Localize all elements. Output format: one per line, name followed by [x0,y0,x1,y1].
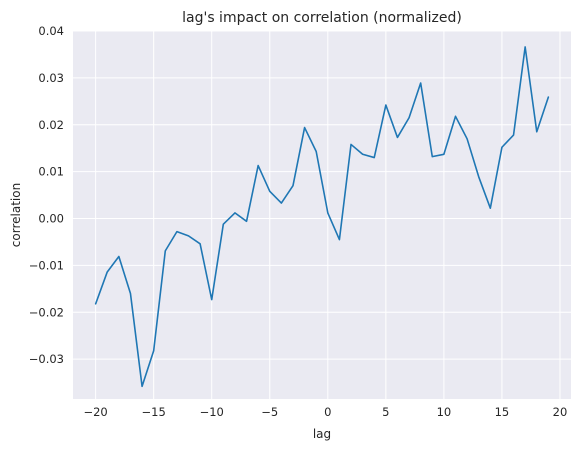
y-tick-label: 0.03 [38,71,64,85]
x-tick-label: 0 [324,405,331,419]
y-tick-label: 0.02 [38,118,64,132]
y-tick-label: 0.01 [38,165,64,179]
x-tick-label: −5 [261,405,278,419]
plot-background [73,31,571,399]
y-tick-label: 0.04 [38,24,64,38]
x-axis-ticks: −20 −15 −10 −5 0 5 10 15 20 [83,405,567,419]
x-tick-label: 5 [382,405,389,419]
x-tick-label: −10 [200,405,224,419]
y-tick-label: −0.02 [29,305,64,319]
y-tick-label: −0.03 [29,352,64,366]
y-tick-label: 0.00 [38,212,64,226]
grid-lines [73,30,571,399]
y-tick-label: −0.01 [29,258,64,272]
chart-title: lag's impact on correlation (normalized) [182,10,462,26]
x-tick-label: 10 [437,405,452,419]
x-tick-label: −20 [83,405,107,419]
x-tick-label: −15 [142,405,166,419]
x-tick-label: 20 [553,405,568,419]
y-axis-ticks: −0.03 −0.02 −0.01 0.00 0.01 0.02 0.03 0.04 [29,24,64,366]
x-axis-label: lag [313,427,331,441]
y-axis-label: correlation [9,183,23,247]
series-line [94,46,550,388]
x-tick-label: 15 [495,405,510,419]
